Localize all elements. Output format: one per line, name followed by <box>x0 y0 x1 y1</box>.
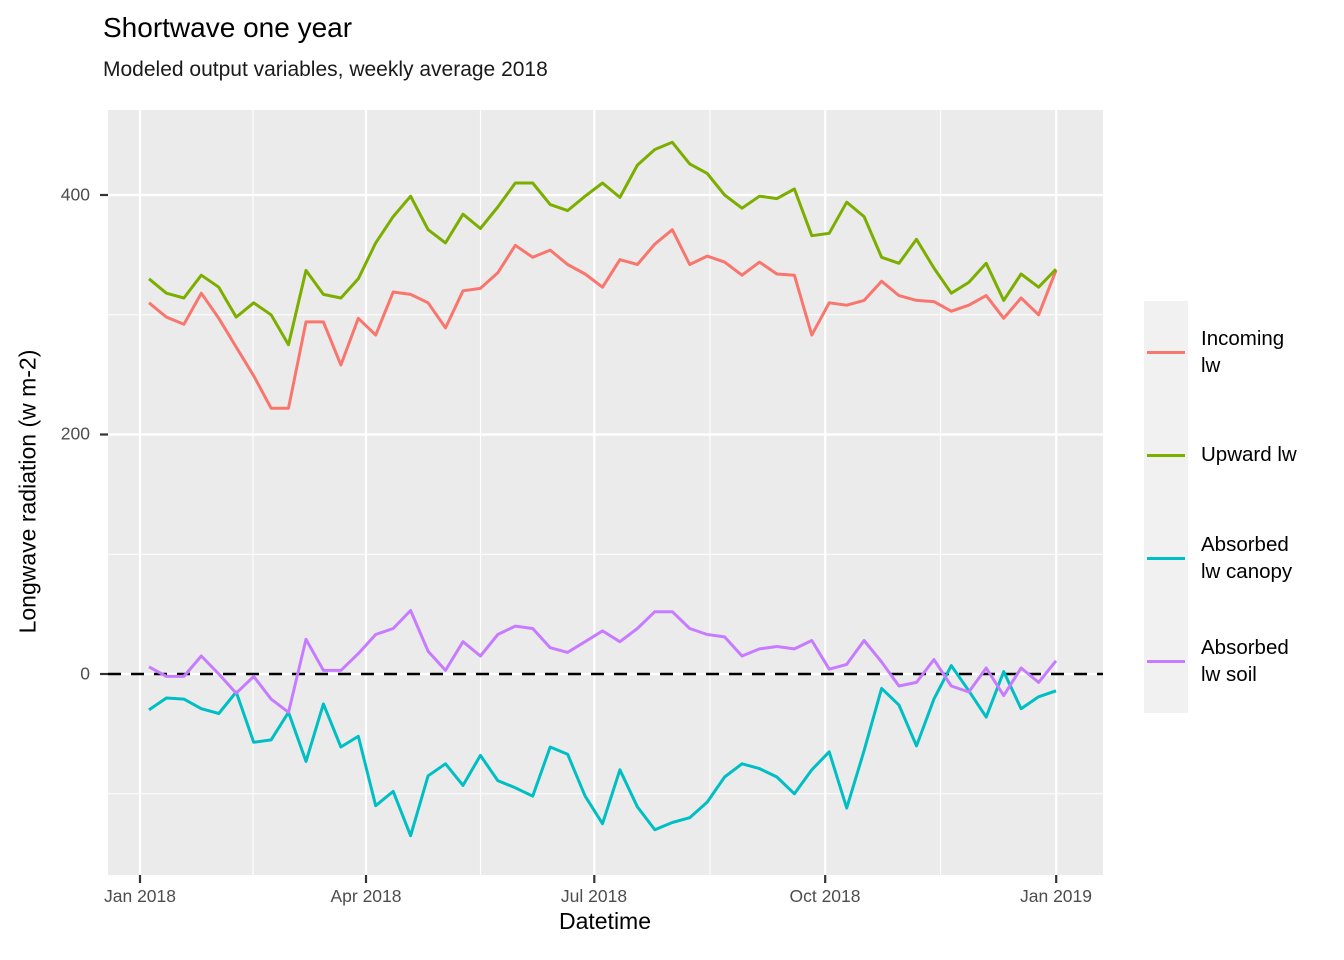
upward-lw-key-line-icon <box>1147 454 1185 457</box>
chart-title: Shortwave one year <box>103 12 353 43</box>
incoming-lw-key-line-icon <box>1147 351 1185 354</box>
x-tick-label-jul2018: Jul 2018 <box>560 886 628 906</box>
axis-tick-marks <box>100 193 1058 883</box>
legend-label-incoming-lw: Incoming lw <box>1201 327 1285 377</box>
legend-label-absorbed-lw-canopy: Absorbed lw canopy <box>1201 533 1293 583</box>
legend-key-absorbed-lw-soil <box>1144 610 1188 713</box>
legend-entry-absorbed-lw-soil: Absorbed lw soil <box>1144 610 1309 713</box>
legend-label-upward-lw: Upward lw <box>1201 443 1297 467</box>
legend-label-absorbed-lw-soil: Absorbed lw soil <box>1201 636 1289 686</box>
legend-entry-absorbed-lw-canopy: Absorbed lw canopy <box>1144 507 1309 610</box>
y-tick-label-0: 0 <box>80 663 90 684</box>
series-line-incoming-lw <box>148 228 1058 410</box>
x-tick-label-jan2019: Jan 2019 <box>1019 886 1093 906</box>
legend-key-upward-lw <box>1144 404 1188 507</box>
panel-background <box>108 110 1103 875</box>
series-line-absorbed-lw-soil <box>148 609 1058 714</box>
x-axis-title: Datetime <box>558 908 652 934</box>
absorbed-lw-canopy-key-line-icon <box>1147 557 1185 560</box>
absorbed-lw-soil-key-line-icon <box>1147 660 1185 663</box>
legend-entry-upward-lw: Upward lw <box>1144 404 1309 507</box>
legend-entry-incoming-lw: Incoming lw <box>1144 301 1309 404</box>
chart-subtitle: Modeled output variables, weekly average… <box>103 58 548 81</box>
legend: Incoming lw Upward lw Absorbed lw canopy… <box>1144 301 1309 713</box>
x-tick-label-jan2018: Jan 2018 <box>103 886 177 906</box>
series-line-absorbed-lw-canopy <box>148 664 1057 838</box>
legend-key-incoming-lw <box>1144 301 1188 404</box>
series-line-upward-lw <box>148 140 1058 347</box>
y-axis-title: Longwave radiation (w m-2) <box>14 349 41 634</box>
y-tick-label-200: 200 <box>60 423 90 444</box>
x-tick-label-oct2018: Oct 2018 <box>789 886 861 906</box>
x-tick-label-apr2018: Apr 2018 <box>330 886 402 906</box>
minor-gridlines <box>108 110 1103 875</box>
y-tick-label-400: 400 <box>60 184 90 205</box>
legend-key-absorbed-lw-canopy <box>1144 507 1188 610</box>
